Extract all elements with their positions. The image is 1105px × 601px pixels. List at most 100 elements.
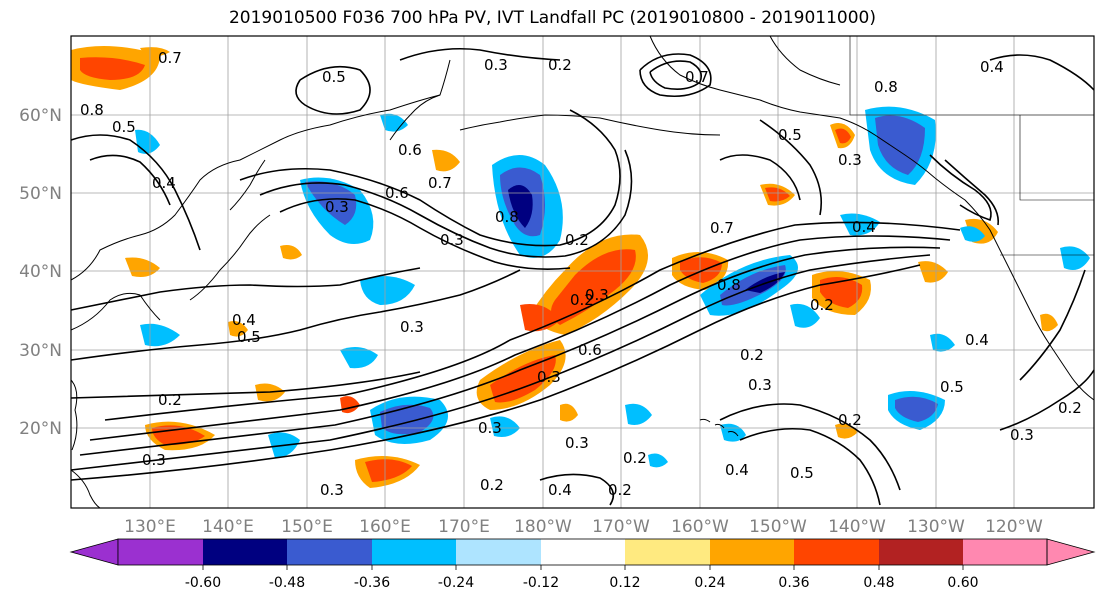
contour-label: 0.5: [940, 378, 964, 396]
lon-label: 180°W: [514, 517, 572, 537]
contour-label: 0.2: [608, 481, 632, 499]
map-panel: 0.7 0.5 0.8 0.5 0.4 0.3 0.6 0.7 0.3 0.2 …: [70, 35, 1095, 509]
lon-label: 120°W: [985, 517, 1043, 537]
lat-label: 40°N: [19, 262, 62, 282]
colorbar-bin: [203, 539, 287, 565]
contour-label: 0.3: [478, 419, 502, 437]
colorbar-tick-label: 0.12: [609, 575, 640, 591]
colorbar-tick-label: 0.48: [863, 575, 894, 591]
contour-label: 0.4: [965, 331, 989, 349]
lon-label: 150°W: [749, 517, 807, 537]
colorbar-bin: [541, 539, 625, 565]
colorbar-bin: [118, 539, 203, 565]
contour-label: 0.4: [980, 58, 1004, 76]
contour-label: 0.5: [322, 68, 346, 86]
contour-label: 0.4: [725, 461, 749, 479]
contour-label: 0.2: [810, 296, 834, 314]
lat-labels: 60°N 50°N 40°N 30°N 20°N: [19, 106, 62, 439]
contour-label: 0.8: [80, 101, 104, 119]
lon-label: 150°E: [281, 517, 333, 537]
colorbar-bin: [287, 539, 372, 565]
colorbar-tick-label: -0.36: [354, 575, 390, 591]
contour-label: 0.3: [838, 151, 862, 169]
colorbar-bin: [625, 539, 710, 565]
lat-label: 30°N: [19, 341, 62, 361]
contour-label: 0.6: [385, 184, 409, 202]
contour-label: 0.4: [232, 311, 256, 329]
lon-label: 130°W: [907, 517, 965, 537]
lon-label: 170°W: [592, 517, 650, 537]
colorbar-tick-label: 0.24: [694, 575, 725, 591]
contour-label: 0.3: [537, 368, 561, 386]
contour-label: 0.3: [484, 56, 508, 74]
contour-label: 0.7: [158, 49, 182, 67]
lon-label: 130°E: [124, 517, 176, 537]
contour-label: 0.4: [548, 481, 572, 499]
ivt-contours: [70, 48, 1095, 506]
contour-label: 0.2: [570, 291, 594, 309]
colorbar-bin: [372, 539, 456, 565]
coastlines: [70, 35, 1095, 509]
lat-label: 50°N: [19, 184, 62, 204]
contour-label: 0.2: [480, 476, 504, 494]
colorbar-tick-label: -0.12: [523, 575, 559, 591]
lon-label: 140°W: [828, 517, 886, 537]
contour-label: 0.4: [852, 218, 876, 236]
contour-label: 0.5: [237, 328, 261, 346]
lon-label: 170°E: [438, 517, 490, 537]
colorbar-bin: [879, 539, 963, 565]
contour-label: 0.8: [874, 78, 898, 96]
colorbar-bin: [794, 539, 879, 565]
colorbar-tick-label: -0.24: [438, 575, 474, 591]
contour-label: 0.3: [440, 231, 464, 249]
contour-label: 0.7: [685, 68, 709, 86]
contour-label: 0.3: [748, 376, 772, 394]
contour-label: 0.6: [398, 141, 422, 159]
map-title: 2019010500 F036 700 hPa PV, IVT Landfall…: [228, 8, 876, 28]
colorbar-bin: [456, 539, 541, 565]
contour-label: 0.2: [1058, 399, 1082, 417]
lon-labels: 130°E 140°E 150°E 160°E 170°E 180°W 170°…: [124, 517, 1043, 537]
colorbar-bin: [963, 539, 1047, 565]
map-border: [70, 35, 1095, 509]
contour-label: 0.2: [158, 391, 182, 409]
lon-label: 160°E: [359, 517, 411, 537]
colorbar-extend-low: [69, 538, 119, 566]
contour-label: 0.3: [1010, 426, 1034, 444]
lat-label: 20°N: [19, 419, 62, 439]
contour-labels: 0.7 0.5 0.8 0.5 0.4 0.3 0.6 0.7 0.3 0.2 …: [80, 49, 1082, 499]
contour-label: 0.2: [838, 411, 862, 429]
colorbar: -0.60 -0.48 -0.36 -0.24 -0.12 0.12 0.24 …: [69, 538, 1096, 591]
contour-label: 0.2: [565, 231, 589, 249]
colorbar-tick-label: -0.48: [269, 575, 305, 591]
contour-label: 0.2: [548, 56, 572, 74]
contour-label: 0.2: [740, 346, 764, 364]
contour-label: 0.4: [152, 174, 176, 192]
lon-label: 140°E: [202, 517, 254, 537]
contour-label: 0.7: [428, 174, 452, 192]
colorbar-extend-high: [1046, 538, 1096, 566]
contour-label: 0.3: [320, 481, 344, 499]
contour-label: 0.5: [112, 118, 136, 136]
contour-label: 0.5: [778, 126, 802, 144]
contour-label: 0.3: [565, 434, 589, 452]
colorbar-bin: [710, 539, 794, 565]
colorbar-tick-label: 0.60: [947, 575, 978, 591]
colorbar-tick-label: 0.36: [778, 575, 809, 591]
graticule: [71, 36, 1094, 508]
contour-label: 0.2: [623, 449, 647, 467]
lon-label: 160°W: [671, 517, 729, 537]
contour-label: 0.5: [790, 464, 814, 482]
contour-label: 0.3: [142, 451, 166, 469]
contour-label: 0.7: [710, 219, 734, 237]
contour-label: 0.6: [578, 341, 602, 359]
colorbar-tick-label: -0.60: [185, 575, 221, 591]
contour-label: 0.3: [585, 286, 609, 304]
contour-label: 0.3: [400, 318, 424, 336]
contour-label: 0.8: [495, 208, 519, 226]
contour-label: 0.8: [717, 276, 741, 294]
lat-label: 60°N: [19, 106, 62, 126]
contour-label: 0.3: [325, 198, 349, 216]
pv-shading: [71, 46, 1090, 488]
